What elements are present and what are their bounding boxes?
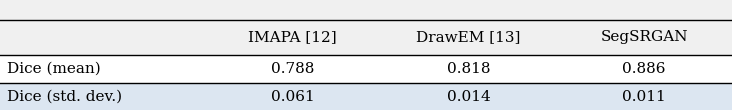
FancyBboxPatch shape — [0, 83, 205, 110]
FancyBboxPatch shape — [205, 20, 381, 55]
Text: Dice (std. dev.): Dice (std. dev.) — [7, 90, 122, 104]
FancyBboxPatch shape — [556, 55, 732, 83]
FancyBboxPatch shape — [0, 55, 205, 83]
Text: Dice (mean): Dice (mean) — [7, 62, 101, 76]
FancyBboxPatch shape — [205, 55, 381, 83]
FancyBboxPatch shape — [556, 83, 732, 110]
Text: SegSRGAN: SegSRGAN — [600, 30, 688, 44]
FancyBboxPatch shape — [381, 55, 556, 83]
Text: 0.014: 0.014 — [447, 90, 490, 104]
FancyBboxPatch shape — [205, 83, 381, 110]
Text: 0.011: 0.011 — [622, 90, 666, 104]
FancyBboxPatch shape — [381, 83, 556, 110]
FancyBboxPatch shape — [556, 20, 732, 55]
FancyBboxPatch shape — [381, 20, 556, 55]
Text: 0.886: 0.886 — [622, 62, 666, 76]
Text: DrawEM [13]: DrawEM [13] — [417, 30, 520, 44]
Text: 0.788: 0.788 — [271, 62, 315, 76]
Text: 0.061: 0.061 — [271, 90, 315, 104]
Text: 0.818: 0.818 — [447, 62, 490, 76]
Text: IMAPA [12]: IMAPA [12] — [248, 30, 337, 44]
FancyBboxPatch shape — [0, 20, 205, 55]
